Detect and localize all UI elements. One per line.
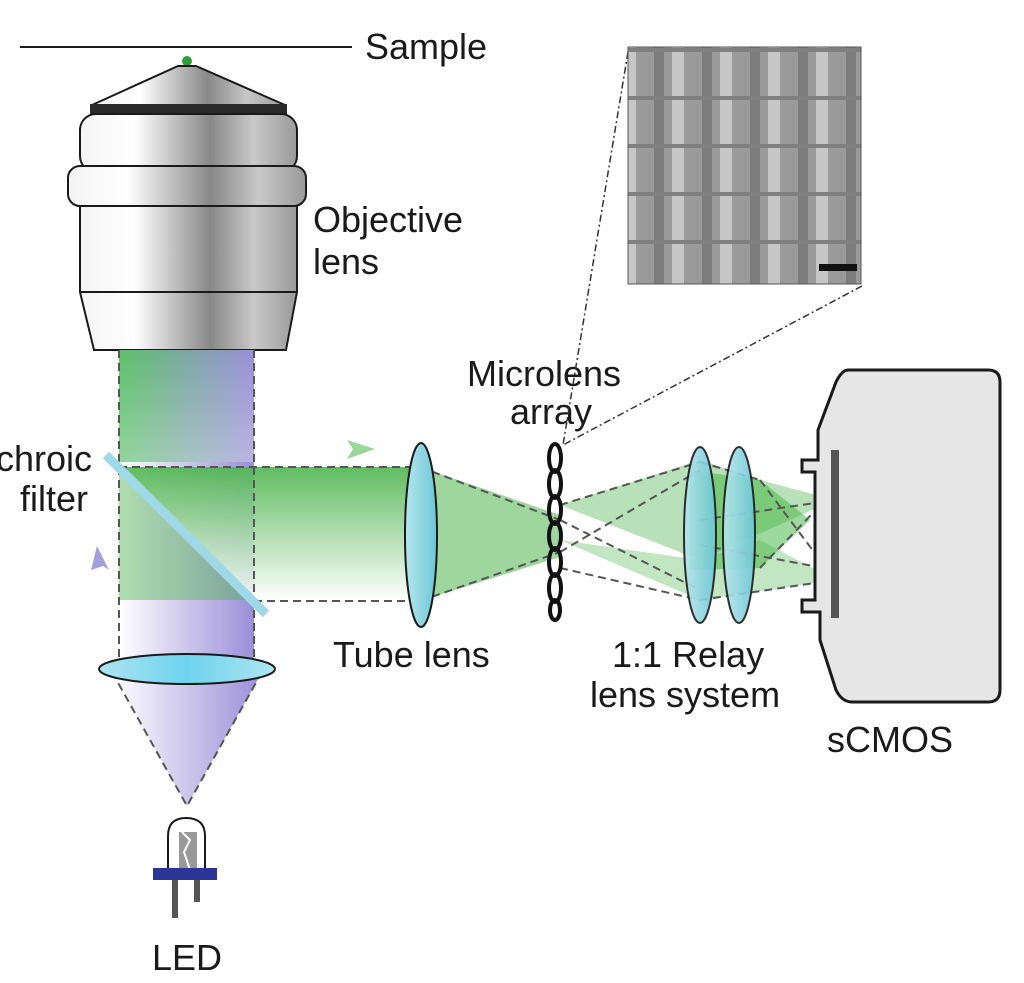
ray-lines: [111, 350, 836, 807]
dichroic-filter: [102, 451, 270, 618]
dichroic-label-line2: filter: [20, 478, 88, 519]
relay-lens-2: [722, 446, 756, 624]
microlens-label-line2: array: [510, 391, 592, 432]
relay-label-line1: 1:1 Relay: [612, 634, 764, 675]
camera-label: sCMOS: [827, 719, 953, 760]
sample-specimen-dot: [182, 56, 192, 66]
dichroic-label-line1: chroic: [0, 438, 92, 479]
objective-label-line1: Objective: [313, 199, 463, 240]
objective-lens: [67, 65, 307, 351]
zoom-callout-lines: [562, 51, 863, 446]
tube-lens: [404, 442, 438, 628]
scmos-camera: [800, 368, 1002, 704]
microlens-array-inset-image: [627, 46, 862, 285]
microlens-label-line1: Microlens: [467, 353, 621, 394]
scale-bar: [819, 264, 857, 271]
led-light-cone: [112, 672, 262, 806]
led-label: LED: [152, 937, 222, 978]
camera-sensor: [831, 450, 839, 618]
emission-beam-horizontal: [119, 467, 420, 601]
excitation-direction-arrow-icon: [91, 546, 109, 570]
relay-lens-1: [683, 446, 717, 624]
tube-lens-label: Tube lens: [333, 634, 490, 675]
sample-label: Sample: [365, 26, 487, 67]
relay-label-line2: lens system: [590, 674, 780, 715]
emission-direction-arrow-icon: [347, 440, 375, 459]
microlens-array: [547, 442, 563, 622]
converging-beam: [420, 467, 560, 601]
condenser-lens: [98, 653, 276, 685]
led-icon: [153, 816, 217, 918]
objective-label-line2: lens: [313, 241, 379, 282]
